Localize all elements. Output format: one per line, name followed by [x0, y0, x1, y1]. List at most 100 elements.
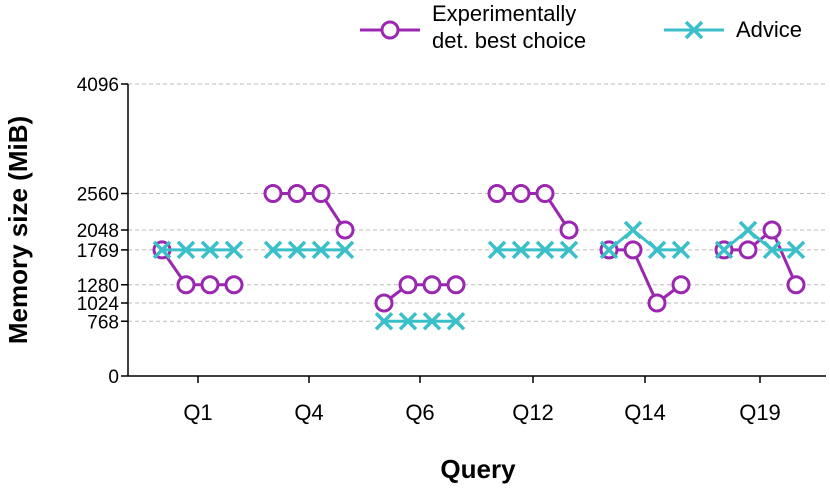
point-Q12-4: [559, 240, 579, 260]
point-Q1-4: [224, 275, 244, 295]
point-Q12-4: [559, 220, 579, 240]
y-tick-label-4096: 4096: [77, 75, 119, 96]
x-tick-label-Q4: Q4: [294, 400, 323, 425]
point-Q1-1: [152, 240, 172, 260]
point-Q19-2-b: [738, 220, 758, 240]
point-Q4-2: [287, 240, 307, 260]
point-Q19-2: [738, 220, 758, 240]
point-Q14-4-b: [671, 240, 691, 260]
point-Q12-4-b: [559, 240, 579, 260]
point-Q1-3-b: [200, 240, 220, 260]
line-Q12: [497, 192, 571, 231]
point-Q12-1-b: [487, 240, 507, 260]
point-Q6-2: [398, 275, 418, 295]
point-Q14-3-b: [647, 240, 667, 260]
point-Q19-4: [786, 275, 806, 295]
point-Q1-2: [176, 275, 196, 295]
y-tick-label-1024: 1024: [77, 294, 120, 315]
y-axis-title: Memory size (MiB): [3, 116, 33, 344]
line-Q14: [609, 248, 682, 306]
line-Q6: [383, 283, 456, 305]
series-advice: [152, 220, 806, 331]
point-Q19-1-b: [714, 240, 734, 260]
point-Q4-3: [311, 184, 331, 203]
point-Q4-4: [335, 240, 355, 260]
point-Q19-1: [714, 240, 734, 260]
line-Q19: [723, 228, 796, 252]
point-Q1-2-b: [176, 240, 196, 260]
point-Q19-4: [786, 240, 806, 260]
point-Q12-3: [535, 240, 555, 260]
point-Q12-2: [511, 184, 531, 203]
point-Q14-4: [671, 275, 691, 295]
point-Q4-3-b: [311, 240, 331, 260]
point-Q6-4: [446, 275, 466, 295]
point-Q12-3: [535, 184, 555, 203]
legend-label-2-1: Advice: [736, 17, 802, 42]
point-Q6-4-b: [446, 312, 466, 331]
legend-marker-1: [380, 20, 400, 40]
point-Q12-1: [487, 240, 507, 260]
x-axis-title: Query: [440, 454, 516, 484]
y-tick-label-1769: 1769: [77, 241, 119, 262]
point-Q4-1: [263, 184, 283, 203]
y-tick-label-2560: 2560: [77, 185, 119, 206]
point-Q19-3: [762, 240, 782, 260]
point-Q14-4: [671, 240, 691, 260]
x-tick-label-Q19: Q19: [739, 400, 781, 425]
point-Q6-3: [422, 312, 442, 331]
x-tick-label-Q1: Q1: [183, 400, 212, 425]
point-Q6-2: [398, 312, 418, 331]
point-Q1-3: [200, 275, 220, 295]
legend-item-2: Advice: [664, 17, 802, 42]
point-Q6-3: [422, 275, 442, 295]
series-best-choice: [152, 184, 806, 313]
x-tick-label-Q12: Q12: [512, 400, 554, 425]
line-Q1: [160, 249, 234, 287]
point-Q14-2: [623, 240, 643, 260]
point-Q12-3-b: [535, 240, 555, 260]
point-Q12-1: [487, 184, 507, 203]
x-tick-label-Q6: Q6: [405, 400, 434, 425]
line-Q14: [608, 228, 681, 252]
point-Q19-4-b: [786, 240, 806, 260]
series-layer: [152, 184, 806, 331]
point-Q4-4-b: [335, 240, 355, 260]
point-Q14-3: [647, 293, 667, 313]
point-Q6-4: [446, 312, 466, 331]
point-Q6-1: [374, 293, 394, 313]
point-Q4-3: [311, 240, 331, 260]
point-Q1-4-b: [224, 240, 244, 260]
point-Q19-3-b: [762, 240, 782, 260]
point-Q6-3-b: [422, 312, 442, 331]
point-Q6-1-b: [374, 312, 394, 331]
point-Q1-3: [200, 240, 220, 260]
point-Q14-2: [623, 220, 643, 240]
point-Q14-3: [647, 240, 667, 260]
point-Q12-2: [511, 240, 531, 260]
point-Q4-2-b: [287, 240, 307, 260]
point-Q4-1-b: [263, 240, 283, 260]
point-Q1-2: [176, 240, 196, 260]
point-Q14-2-b: [623, 220, 643, 240]
legend-label-1-1: Experimentally: [432, 1, 576, 26]
legend-marker-2-b: [684, 20, 704, 40]
point-Q19-2: [738, 240, 758, 260]
legend-marker-2: [684, 20, 704, 40]
y-tick-label-1280: 1280: [77, 276, 119, 297]
point-Q14-1: [599, 240, 619, 260]
line-Q4: [273, 192, 347, 231]
point-Q14-1-b: [599, 240, 619, 260]
point-Q4-4: [335, 220, 355, 240]
point-Q4-2: [287, 184, 307, 203]
y-tick-label-0: 0: [108, 367, 119, 388]
x-tick-label-Q14: Q14: [624, 400, 666, 425]
point-Q6-2-b: [398, 312, 418, 331]
point-Q19-3: [762, 220, 782, 240]
point-Q1-4: [224, 240, 244, 260]
point-Q6-1: [374, 312, 394, 331]
